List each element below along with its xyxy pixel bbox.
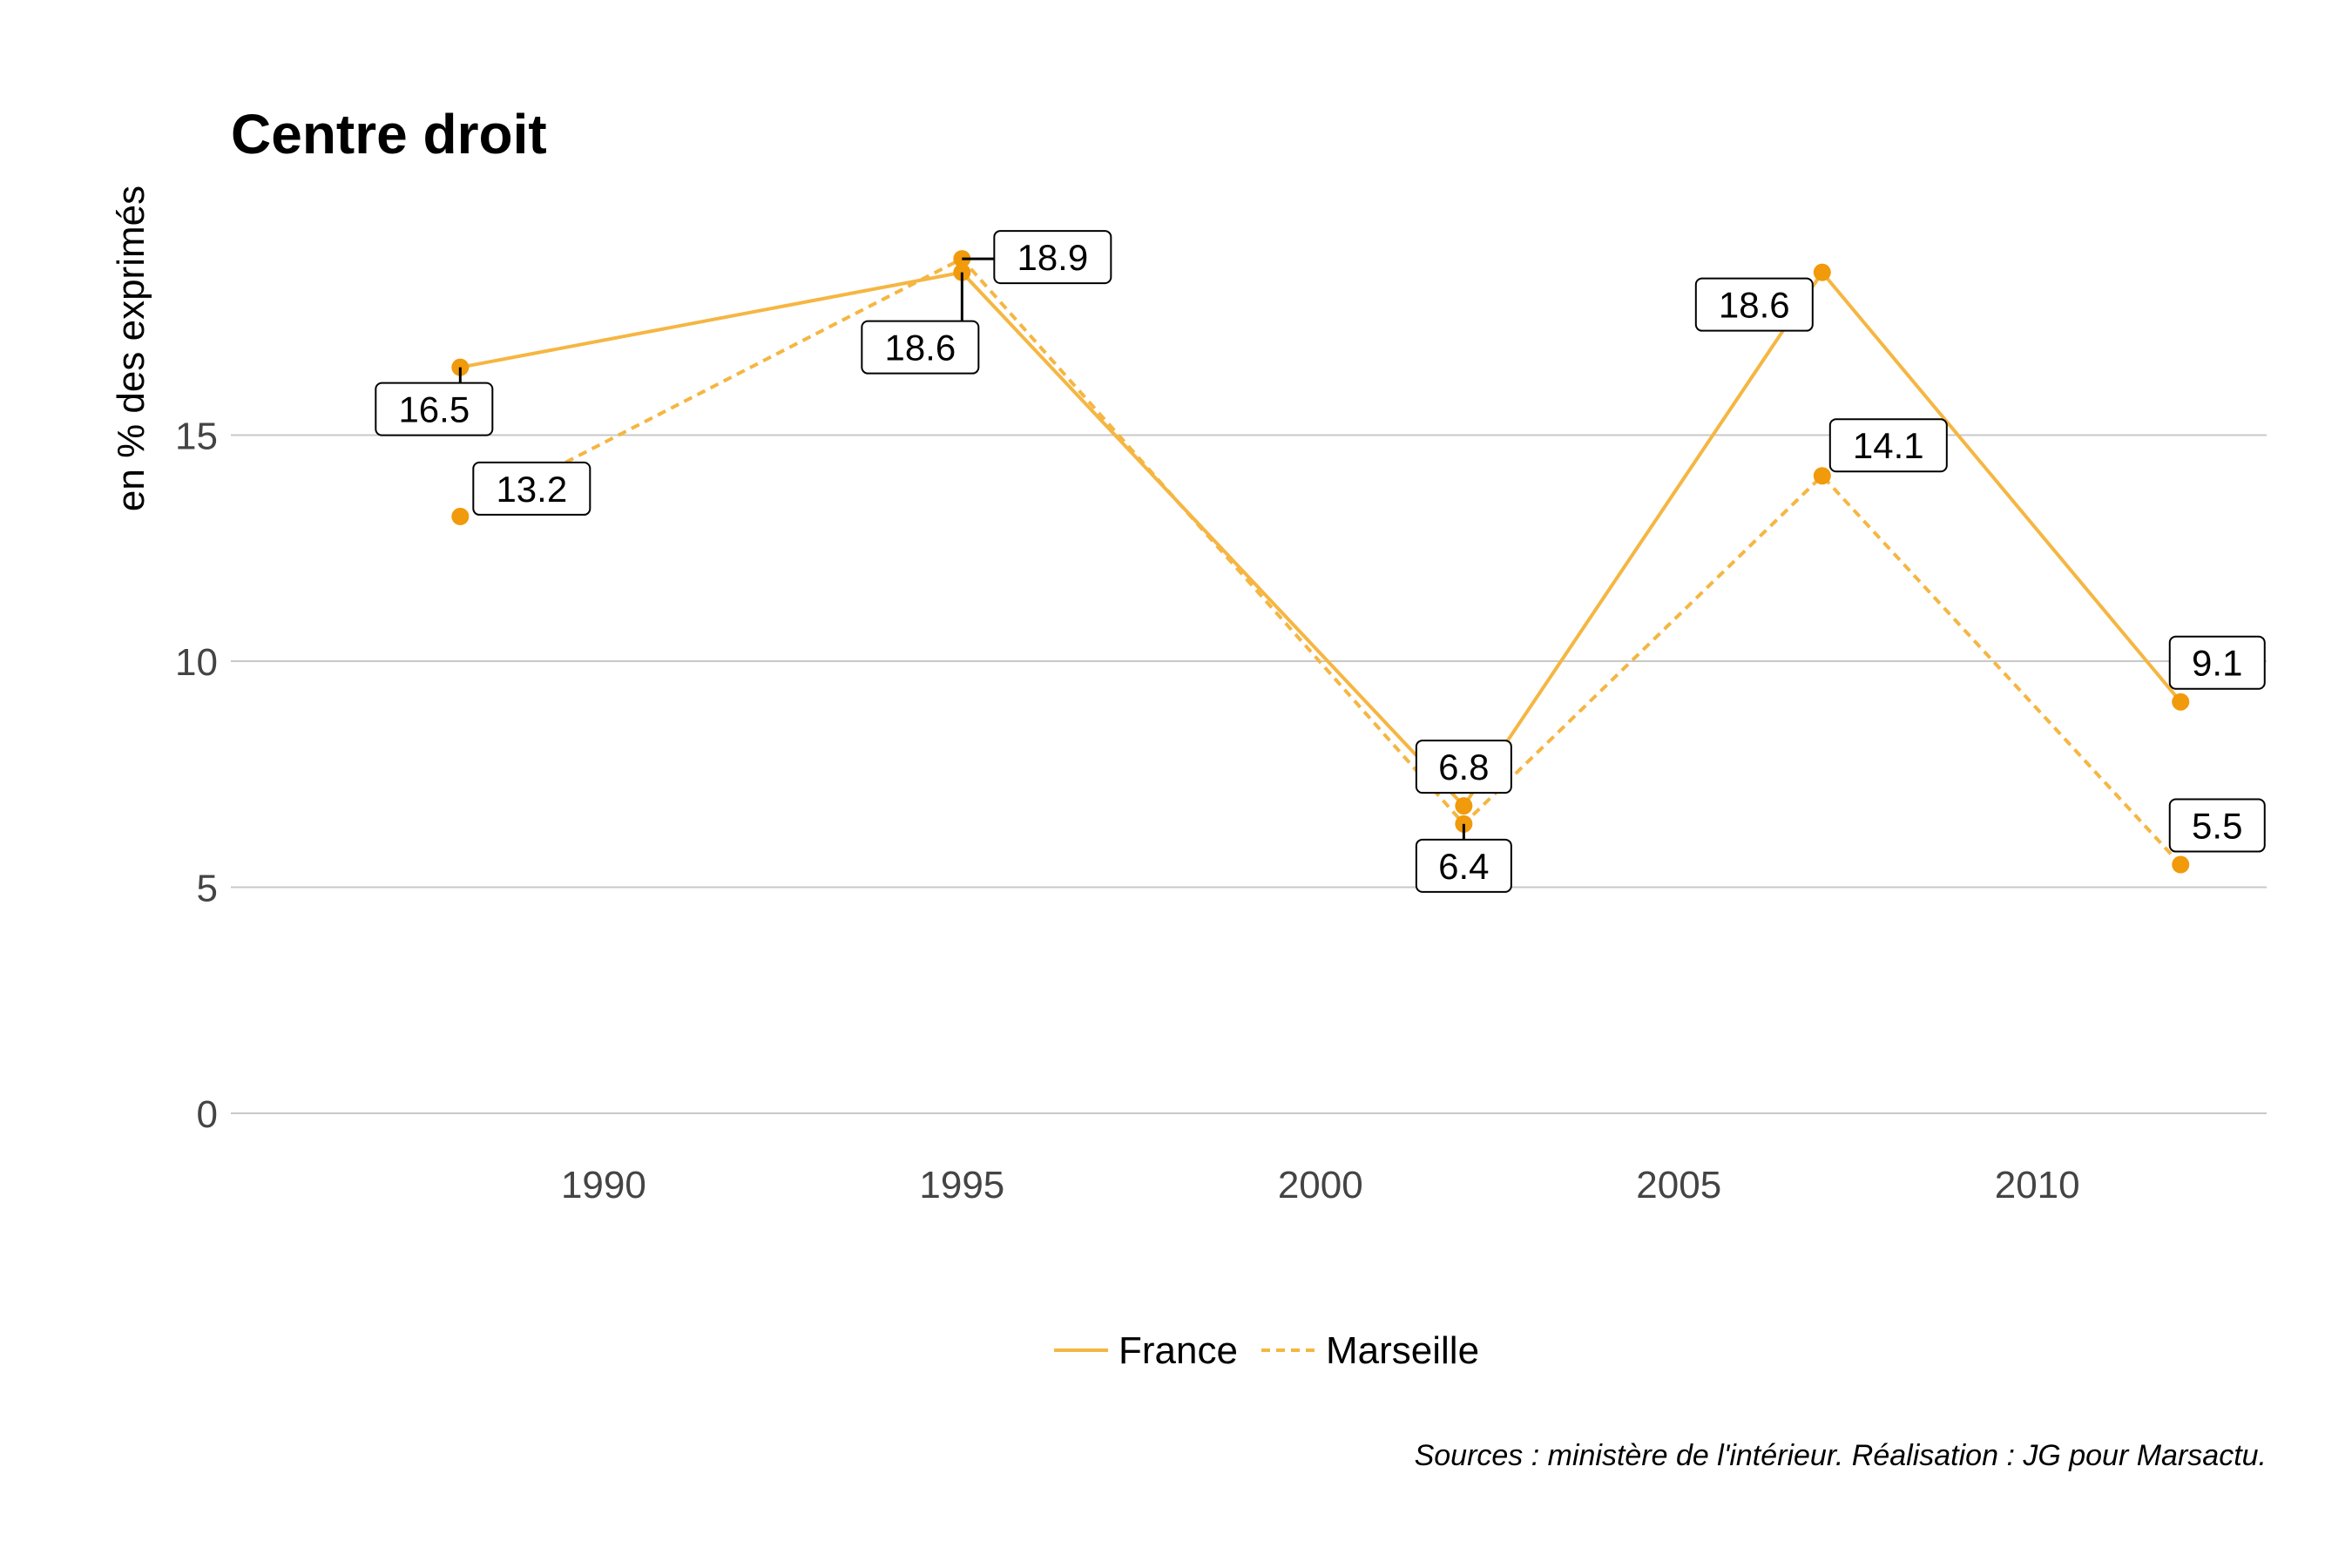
data-label-marseille: 13.2 [472,461,591,516]
data-point-marseille [2172,855,2190,874]
data-label-marseille: 14.1 [1828,418,1948,473]
data-label-marseille: 6.4 [1415,823,1512,893]
y-tick-label: 10 [175,641,218,684]
label-text: 6.8 [1438,747,1489,787]
legend-label-france: France [1119,1329,1238,1372]
data-point-marseille [1813,467,1831,485]
label-text: 16.5 [398,389,470,430]
x-tick-label: 2000 [1278,1164,1363,1206]
x-axis-ticks: 1990 1995 2000 2005 2010 [561,1164,2080,1206]
label-text: 18.6 [884,328,956,368]
y-axis-ticks: 0 5 10 15 [175,416,218,1137]
series-lines [459,256,2182,866]
label-box [993,230,1112,285]
label-text: 18.6 [1719,285,1790,326]
data-point-france [1813,263,1831,281]
label-text: 6.4 [1438,846,1489,887]
data-label-france: 9.1 [2168,635,2266,690]
x-tick-label: 2005 [1636,1164,1721,1206]
y-tick-label: 15 [175,416,218,458]
label-box [1694,277,1814,332]
source-caption: Sources : ministère de l'intérieur. Réal… [1415,1439,2267,1472]
data-point-marseille [451,507,470,525]
data-points [451,250,2190,874]
y-tick-label: 0 [197,1093,218,1136]
gridlines [231,434,2267,1114]
data-labels: 16.5 18.6 6.8 18.6 9.1 13.2 18.9 6.4 14.1 5.5 [375,230,2266,893]
label-box [1415,838,1512,893]
x-tick-label: 2010 [1995,1164,2080,1206]
label-text: 18.9 [1017,237,1088,278]
label-box [1828,418,1948,473]
data-point-france [2172,693,2190,711]
label-box [1415,740,1512,794]
legend-label-marseille: Marseille [1326,1329,1479,1372]
data-label-france: 18.6 [1694,277,1814,332]
legend: France Marseille [1054,1329,1479,1372]
label-box [2168,635,2266,690]
label-text: 9.1 [2192,643,2242,684]
chart-title: Centre droit [231,103,547,166]
y-axis-title: en % des exprimés [110,186,152,511]
data-label-marseille: 5.5 [2168,798,2266,853]
label-box [375,382,494,436]
y-tick-label: 5 [197,868,218,910]
label-box [472,461,591,516]
x-tick-label: 1990 [561,1164,646,1206]
series-line-marseille [459,256,2182,866]
series-line-france [459,269,2182,809]
label-text: 14.1 [1853,425,1924,466]
label-text: 13.2 [496,469,567,510]
data-label-france: 18.6 [861,272,980,375]
data-label-france: 6.8 [1415,740,1512,794]
label-text: 5.5 [2192,806,2242,847]
x-tick-label: 1995 [919,1164,1004,1206]
data-label-marseille: 18.9 [962,230,1112,285]
label-box [2168,798,2266,853]
data-label-france: 16.5 [375,367,494,436]
label-box [861,320,980,375]
data-point-france [1455,797,1473,815]
